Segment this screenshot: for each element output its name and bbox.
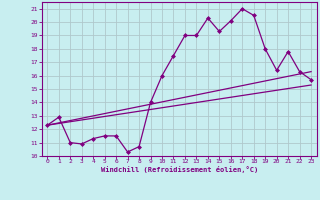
X-axis label: Windchill (Refroidissement éolien,°C): Windchill (Refroidissement éolien,°C) bbox=[100, 166, 258, 173]
